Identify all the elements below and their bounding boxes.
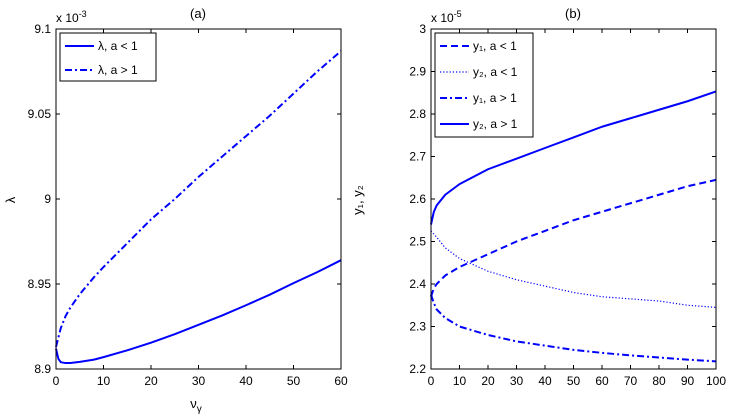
legend-label: y₁, a < 1 bbox=[473, 39, 517, 53]
x-tick-label: 60 bbox=[595, 374, 609, 388]
x-tick-label: 70 bbox=[624, 374, 638, 388]
y-tick-label: 2.8 bbox=[409, 107, 426, 121]
panel-b-yticks: 2.2 2.3 2.4 2.5 2.6 2.7 2.8 2.9 3 bbox=[409, 22, 716, 376]
y-tick-label: 2.5 bbox=[409, 235, 426, 249]
x-tick-label: 60 bbox=[334, 374, 348, 388]
panel-b-legend: y₁, a < 1 y₂, a < 1 y₁, a > 1 y₂, a > 1 bbox=[434, 32, 534, 138]
x-tick-label: 20 bbox=[481, 374, 495, 388]
panel-a-xlabel: νγ bbox=[190, 396, 202, 415]
x-tick-label: 40 bbox=[239, 374, 253, 388]
y-tick-label: 8.95 bbox=[28, 277, 52, 291]
y-tick-label: 2.3 bbox=[409, 320, 426, 334]
y-tick-label: 9 bbox=[44, 192, 51, 206]
x-tick-label: 80 bbox=[652, 374, 666, 388]
legend-label: λ, a < 1 bbox=[98, 39, 138, 53]
series-line bbox=[55, 259, 342, 365]
y-tick-label: 2.7 bbox=[409, 150, 426, 164]
x-tick-label: 30 bbox=[510, 374, 524, 388]
y-tick-label: 9.1 bbox=[34, 22, 51, 36]
panel-b-legend-box bbox=[434, 32, 534, 138]
panel-b-xticks: 0 10 20 30 40 50 60 70 80 90 100 bbox=[428, 29, 726, 388]
panel-a-title: (a) bbox=[190, 6, 206, 21]
x-tick-label: 20 bbox=[144, 374, 158, 388]
x-tick-label: 10 bbox=[97, 374, 111, 388]
legend-label: y₂, a > 1 bbox=[473, 117, 518, 131]
panel-a: (a) x 10-3 λ νγ 0 10 20 30 40 50 60 8.9 8.95 9 9.… bbox=[3, 6, 348, 415]
panel-b-series bbox=[430, 90, 717, 363]
y-tick-label: 3 bbox=[419, 22, 426, 36]
panel-a-legend: λ, a < 1 λ, a > 1 bbox=[59, 32, 157, 82]
series-line bbox=[430, 178, 717, 298]
series-line bbox=[430, 230, 717, 308]
panel-a-series bbox=[55, 50, 342, 365]
panel-b-title: (b) bbox=[565, 6, 581, 21]
x-tick-label: 50 bbox=[287, 374, 301, 388]
y-tick-label: 2.2 bbox=[409, 362, 426, 376]
x-tick-label: 0 bbox=[53, 374, 60, 388]
panel-b-ylabel: y₁, y₂ bbox=[350, 185, 365, 215]
legend-label: y₁, a > 1 bbox=[473, 91, 517, 105]
series-line bbox=[430, 294, 717, 363]
panel-a-y-multiplier: x 10-3 bbox=[56, 9, 87, 25]
panel-a-legend-box bbox=[59, 32, 157, 82]
legend-label: λ, a > 1 bbox=[98, 63, 138, 77]
x-tick-label: 50 bbox=[567, 374, 581, 388]
y-tick-label: 2.9 bbox=[409, 65, 426, 79]
panel-a-ylabel: λ bbox=[3, 196, 18, 203]
y-tick-label: 2.6 bbox=[409, 192, 426, 206]
panel-a-xticks: 0 10 20 30 40 50 60 bbox=[53, 29, 348, 388]
y-tick-label: 2.4 bbox=[409, 277, 426, 291]
series-line bbox=[430, 90, 717, 225]
y-tick-label: 8.9 bbox=[34, 362, 51, 376]
x-tick-label: 0 bbox=[428, 374, 435, 388]
y-tick-label: 9.05 bbox=[28, 107, 52, 121]
panel-b-y-multiplier: x 10-5 bbox=[431, 9, 462, 25]
panel-a-frame bbox=[55, 28, 342, 370]
x-tick-label: 100 bbox=[706, 374, 726, 388]
panel-b: (b) x 10-5 y₁, y₂ 0 10 20 30 40 50 60 70 80 90 100… bbox=[350, 6, 726, 388]
x-tick-label: 10 bbox=[453, 374, 467, 388]
x-tick-label: 40 bbox=[538, 374, 552, 388]
legend-label: y₂, a < 1 bbox=[473, 65, 518, 79]
panel-b-frame bbox=[430, 28, 717, 370]
x-tick-label: 30 bbox=[192, 374, 206, 388]
series-line bbox=[55, 50, 342, 348]
x-tick-label: 90 bbox=[681, 374, 695, 388]
